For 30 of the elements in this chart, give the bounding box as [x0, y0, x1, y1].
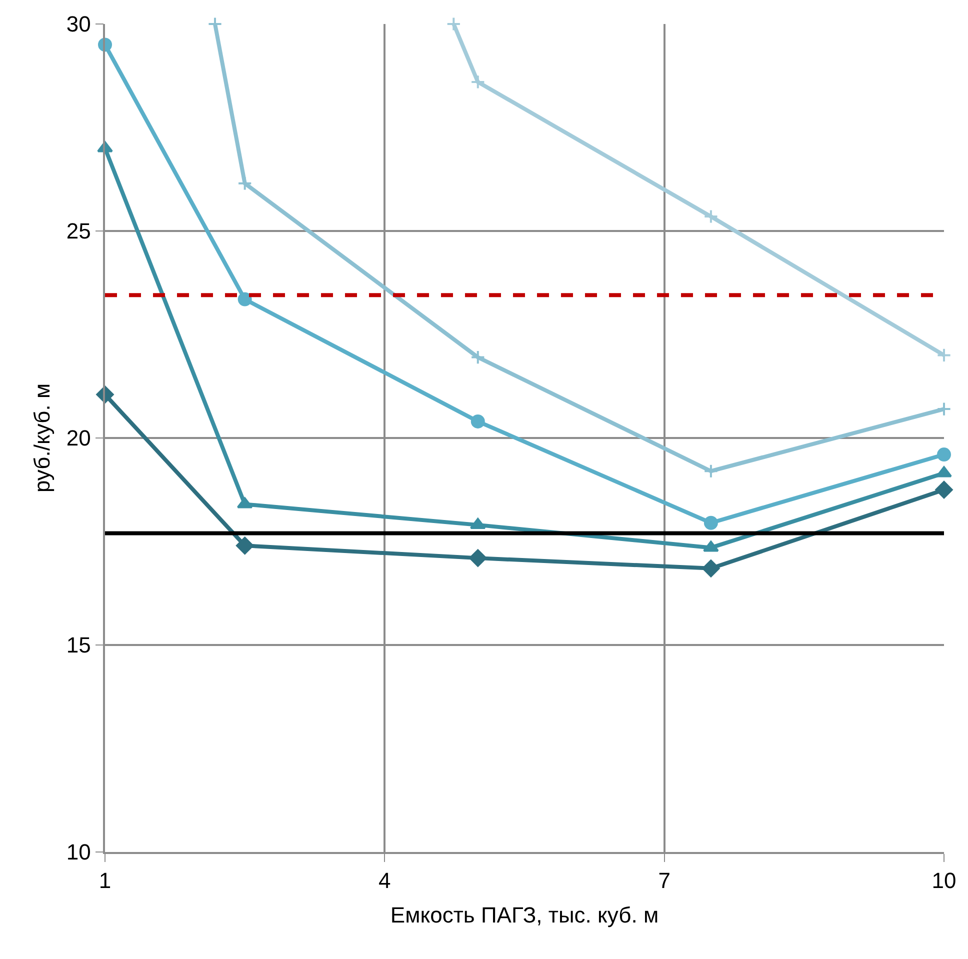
point: [469, 549, 487, 567]
x-tick-label: 10: [932, 868, 956, 894]
y-tick-label: 20: [66, 426, 91, 451]
point: [208, 16, 222, 32]
y-tick-label: 30: [66, 12, 91, 37]
point: [238, 176, 252, 191]
point: [470, 414, 485, 428]
point: [935, 480, 953, 499]
point: [936, 402, 952, 416]
x-tick-label: 7: [658, 868, 670, 894]
point: [238, 292, 252, 306]
x-tick-label: 1: [98, 868, 112, 894]
point: [236, 536, 254, 554]
y-axis-title: руб./куб. м: [30, 383, 55, 493]
point: [470, 350, 486, 365]
point: [704, 209, 718, 224]
point: [702, 560, 720, 578]
point: [704, 516, 718, 530]
point: [936, 466, 952, 478]
x-tick-label: 4: [378, 868, 391, 894]
point: [704, 464, 718, 478]
point: [470, 74, 486, 90]
y-tick-label: 15: [66, 632, 91, 658]
point: [937, 448, 951, 462]
point: [703, 540, 719, 552]
point: [936, 348, 952, 362]
y-tick-label: 25: [66, 218, 91, 244]
x-axis-title: Емкость ПАГЗ, тыс. куб. м: [390, 902, 659, 928]
y-tick-label: 10: [66, 840, 91, 865]
point: [446, 16, 461, 32]
